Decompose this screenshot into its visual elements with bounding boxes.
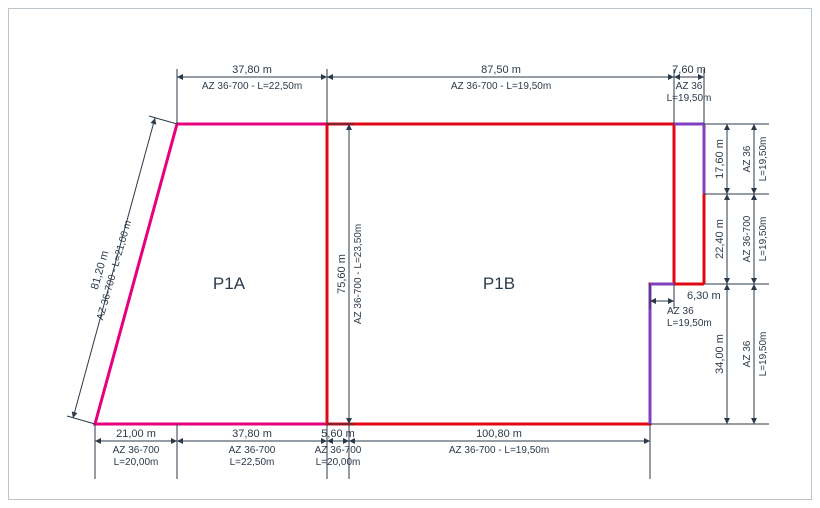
dim-right-mid-length: 22,40 m (714, 219, 726, 259)
dim-notch-spec2: L=19,50m (667, 318, 712, 329)
dim-bottom-2-spec2: L=22,50m (230, 457, 275, 468)
dim-top-left-length: 37,80 m (232, 64, 272, 76)
label-p1b: P1B (483, 274, 515, 293)
region-p1a (95, 124, 327, 424)
dim-bottom-2-spec: AZ 36-700 (229, 445, 276, 456)
dim-bottom-3-spec2: L=20,00m (316, 457, 361, 468)
dim-right-mid-spec2: L=19,50m (758, 217, 769, 262)
dim-inner-v-length: 75,60 m (336, 254, 348, 294)
dim-right-lower-spec2: L=19,50m (758, 332, 769, 377)
dim-right-lower-length: 34,00 m (714, 334, 726, 374)
dim-bottom-2-length: 37,80 m (232, 428, 272, 440)
dim-right-mid-spec: AZ 36-700 (742, 215, 753, 262)
dim-inner-v-spec: AZ 36-700 - L=23,50m (353, 224, 364, 324)
dim-bottom-4-length: 100,80 m (476, 428, 522, 440)
dim-bottom-3-spec: AZ 36-700 (315, 445, 362, 456)
plan-svg: P1A P1B 37,80 m AZ 36-700 - L=22,50m 87,… (9, 9, 811, 499)
dim-right-upper-length: 17,60 m (714, 139, 726, 179)
dim-bottom-1-spec2: L=20,00m (114, 457, 159, 468)
dim-right-lower-spec: AZ 36 (742, 340, 753, 367)
dim-top-mid-length: 87,50 m (481, 64, 521, 76)
dim-bottom-1-spec: AZ 36-700 (113, 445, 160, 456)
dim-diag: 81,20 m AZ 36-700 - L=21,00 m (67, 116, 177, 424)
dim-notch-spec: AZ 36 (667, 306, 694, 317)
dim-right-upper-spec: AZ 36 (742, 145, 753, 172)
dim-right-upper-spec2: L=19,50m (758, 137, 769, 182)
label-p1a: P1A (213, 274, 246, 293)
dim-top-right-spec2: L=19,50m (667, 93, 712, 104)
dim-top-left-spec: AZ 36-700 - L=22,50m (202, 81, 302, 92)
diagram-frame: P1A P1B 37,80 m AZ 36-700 - L=22,50m 87,… (8, 8, 812, 500)
dim-top-right-spec: AZ 36 (676, 81, 703, 92)
dim-top-mid-spec: AZ 36-700 - L=19,50m (451, 81, 551, 92)
dim-bottom-4-spec: AZ 36-700 - L=19,50m (449, 445, 549, 456)
dim-top-right-length: 7,60 m (672, 64, 706, 76)
dim-bottom-1-length: 21,00 m (116, 428, 156, 440)
dim-notch-length: 6,30 m (687, 290, 721, 302)
dim-bottom-3-length: 5,60 m (321, 428, 355, 440)
